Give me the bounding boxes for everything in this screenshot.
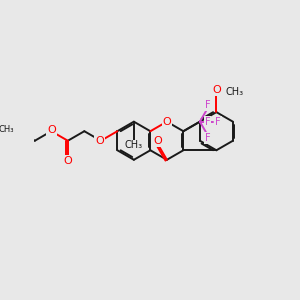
- Text: O: O: [163, 117, 171, 127]
- Text: O: O: [47, 125, 56, 135]
- Text: O: O: [212, 85, 221, 95]
- Text: O: O: [95, 136, 104, 146]
- Text: F: F: [205, 133, 211, 143]
- Text: O: O: [64, 156, 72, 166]
- Text: F: F: [205, 100, 211, 110]
- Text: O: O: [153, 136, 162, 146]
- Text: CH₃: CH₃: [125, 140, 143, 151]
- Text: F: F: [215, 117, 221, 127]
- Text: CH₃: CH₃: [0, 125, 14, 134]
- Text: F: F: [205, 117, 211, 127]
- Text: CH₃: CH₃: [226, 87, 244, 97]
